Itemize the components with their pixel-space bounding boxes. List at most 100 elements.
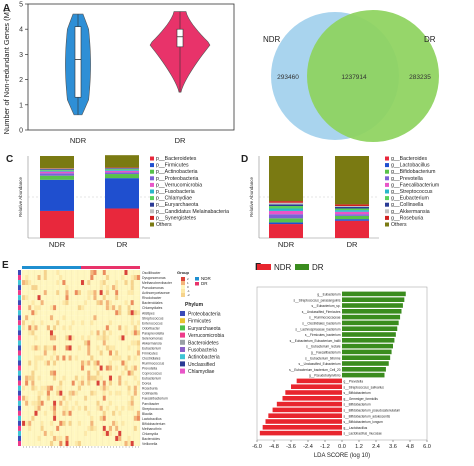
heatmap-cell (127, 415, 131, 421)
heatmap-cell (121, 350, 125, 356)
heatmap-cell (93, 300, 97, 306)
heatmap-cell (102, 395, 106, 401)
heatmap-cell (99, 370, 103, 376)
heatmap-cell (43, 375, 47, 381)
heatmap-cell (56, 330, 60, 336)
heatmap-cell (105, 415, 109, 421)
heatmap-cell (28, 415, 32, 421)
heatmap-cell (62, 355, 66, 361)
heatmap-cell (71, 325, 75, 331)
heatmap-cell (46, 375, 50, 381)
heatmap-cell (28, 365, 32, 371)
heatmap-cell (43, 340, 47, 346)
heatmap-cell (25, 440, 29, 447)
row-phylum-swatch (18, 285, 21, 291)
heatmap-cell (93, 325, 97, 331)
x-tick-label: -3.6 (286, 444, 296, 450)
heatmap-cell (49, 280, 54, 286)
heatmap-cell (74, 325, 78, 331)
heatmap-cell (62, 410, 66, 416)
heatmap-cell (28, 330, 32, 336)
heatmap-cell (22, 295, 26, 301)
heatmap-cell (127, 355, 131, 361)
heatmap-cell (77, 375, 82, 381)
heatmap-cell (121, 310, 125, 316)
heatmap-cell (96, 350, 100, 356)
heatmap-cell (74, 360, 78, 366)
heatmap-cell (118, 365, 122, 371)
heatmap-cell (102, 365, 106, 371)
heatmap-cell (77, 435, 82, 442)
row-label: Methanothrix (142, 427, 162, 431)
heatmap-cell (127, 345, 131, 351)
heatmap-cell (49, 380, 54, 386)
heatmap-cell (133, 300, 137, 306)
legend-swatch (385, 215, 389, 220)
heatmap-cell (108, 320, 113, 326)
heatmap-cell (105, 275, 109, 281)
heatmap-cell (99, 320, 103, 326)
heatmap-cell (99, 290, 103, 296)
heatmap-cell (28, 320, 32, 326)
heatmap-cell (71, 330, 75, 336)
heatmap-cell (133, 410, 137, 416)
heatmap-cell (56, 335, 60, 341)
heatmap-cell (112, 405, 116, 411)
heatmap-cell (65, 440, 69, 447)
heatmap-cell (124, 370, 128, 376)
heatmap-cell (65, 420, 69, 426)
heatmap-cell (37, 405, 41, 411)
heatmap-cell (43, 425, 47, 431)
heatmap-cell (84, 430, 88, 436)
heatmap-cell (62, 335, 66, 341)
phylum-legend-label: Euryarchaeota (188, 326, 221, 332)
heatmap-cell (46, 385, 50, 391)
heatmap-cell (99, 440, 103, 447)
heatmap-cell (84, 300, 88, 306)
lda-bar (268, 413, 342, 418)
heatmap-cell (40, 295, 44, 301)
heatmap-cell (90, 325, 94, 331)
heatmap-cell (34, 370, 38, 376)
heatmap-cell (93, 275, 97, 281)
heatmap-cell (121, 320, 125, 326)
heatmap-cell (22, 410, 26, 416)
heatmap-cell (59, 280, 63, 286)
heatmap-cell (59, 355, 63, 361)
heatmap-cell (127, 290, 131, 296)
heatmap-cell (102, 380, 106, 386)
heatmap-cell (71, 420, 75, 426)
lda-bar-label: s__Firmicutes_bacterium (305, 333, 341, 337)
heatmap-cell (34, 300, 38, 306)
heatmap-cell (115, 335, 119, 341)
heatmap-cell (71, 345, 75, 351)
heatmap-cell (108, 420, 113, 426)
heatmap-cell (34, 425, 38, 431)
heatmap-cell (96, 385, 100, 391)
heatmap-cell (40, 280, 44, 286)
heatmap-cell (31, 275, 35, 281)
bar-segment-NDR (40, 175, 74, 180)
heatmap-cell (127, 365, 131, 371)
lda-bar-label: s__Clostridiales_bacterium (302, 322, 341, 326)
heatmap-cell (112, 295, 116, 301)
heatmap-cell (118, 415, 122, 421)
heatmap-cell (81, 355, 85, 361)
heatmap-cell (84, 400, 88, 406)
heatmap-cell (31, 360, 35, 366)
heatmap-cell (112, 345, 116, 351)
heatmap-cell (40, 350, 44, 356)
heatmap-cell (105, 335, 109, 341)
heatmap-cell (96, 405, 100, 411)
heatmap-cell (34, 320, 38, 326)
heatmap-cell (68, 300, 72, 306)
heatmap-cell (115, 320, 119, 326)
heatmap-cell (34, 365, 38, 371)
heatmap-cell (40, 320, 44, 326)
legend-label: g__Faecalibacterium (391, 182, 439, 188)
heatmap-cell (34, 430, 38, 436)
heatmap-cell (87, 435, 91, 442)
heatmap-cell (37, 295, 41, 301)
heatmap-cell (108, 350, 113, 356)
heatmap-cell (127, 350, 131, 356)
